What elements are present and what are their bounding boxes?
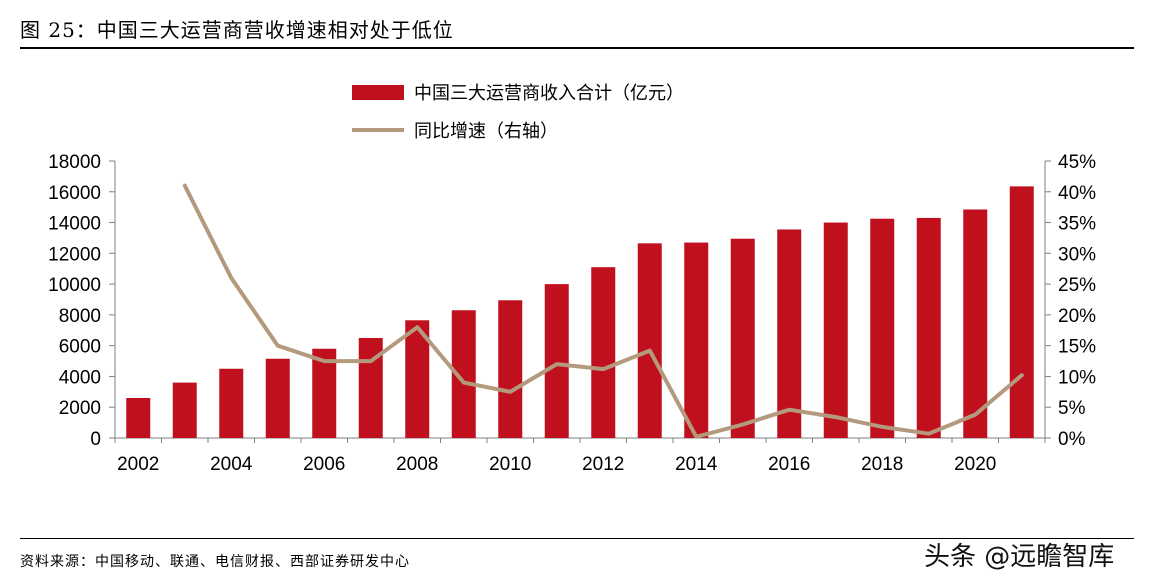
right-axis-tick-label: 40% bbox=[1058, 183, 1096, 204]
left-axis-tick-label: 8000 bbox=[59, 306, 101, 327]
x-axis-tick-label: 2010 bbox=[489, 454, 531, 475]
revenue-bar bbox=[963, 209, 988, 438]
revenue-bar bbox=[637, 243, 662, 438]
x-axis-tick-label: 2006 bbox=[303, 454, 345, 475]
watermark: 头条 @远瞻智库 bbox=[924, 542, 1115, 572]
right-axis-tick-label: 5% bbox=[1058, 398, 1086, 419]
chart-axes: 0 2000 4000 6000 8000 10000 12000 14000 16000 180… bbox=[48, 152, 1096, 475]
right-axis-tick-label: 45% bbox=[1058, 152, 1096, 173]
x-axis-tick-label: 2018 bbox=[861, 454, 903, 475]
right-axis-tick-label: 20% bbox=[1058, 306, 1096, 327]
left-axis-tick-label: 10000 bbox=[48, 275, 101, 296]
figure-title: 图 25：中国三大运营商营收增速相对处于低位 bbox=[20, 18, 454, 42]
revenue-bar bbox=[823, 222, 848, 438]
revenue-bar bbox=[126, 397, 151, 438]
growth-line bbox=[182, 183, 1024, 439]
revenue-bar bbox=[916, 217, 941, 438]
title-divider bbox=[20, 47, 1134, 49]
revenue-bar bbox=[312, 348, 337, 438]
x-axis-tick-label: 2020 bbox=[954, 454, 996, 475]
left-axis-tick-label: 0 bbox=[90, 429, 101, 450]
revenue-bar bbox=[544, 284, 569, 438]
revenue-bar bbox=[172, 382, 197, 438]
revenue-bars bbox=[126, 186, 1034, 438]
x-axis-tick-label: 2008 bbox=[396, 454, 438, 475]
left-axis-tick-label: 18000 bbox=[48, 152, 101, 173]
revenue-bar bbox=[265, 358, 290, 438]
left-axis-tick-label: 4000 bbox=[59, 367, 101, 388]
legend-label-revenue: 中国三大运营商收入合计（亿元） bbox=[414, 83, 684, 104]
source-divider bbox=[20, 538, 1134, 539]
left-axis-tick-label: 16000 bbox=[48, 183, 101, 204]
right-axis-tick-label: 30% bbox=[1058, 244, 1096, 265]
x-axis-tick-label: 2004 bbox=[210, 454, 253, 475]
legend-swatch-revenue bbox=[352, 85, 404, 100]
revenue-bar bbox=[870, 218, 895, 438]
revenue-bar bbox=[777, 229, 802, 438]
right-axis-tick-label: 0% bbox=[1058, 429, 1086, 450]
revenue-bar bbox=[219, 368, 244, 438]
left-axis-tick-label: 14000 bbox=[48, 214, 101, 235]
x-axis-tick-label: 2016 bbox=[768, 454, 810, 475]
revenue-bar bbox=[591, 267, 616, 438]
right-axis-tick-label: 10% bbox=[1058, 367, 1096, 388]
x-axis-tick-label: 2002 bbox=[117, 454, 159, 475]
left-axis-tick-label: 2000 bbox=[59, 398, 101, 419]
source-note: 资料来源：中国移动、联通、电信财报、西部证券研发中心 bbox=[20, 554, 410, 570]
revenue-bar bbox=[684, 242, 709, 438]
right-axis-tick-label: 25% bbox=[1058, 275, 1096, 296]
revenue-bar bbox=[1009, 186, 1034, 438]
revenue-bar bbox=[498, 300, 523, 438]
x-axis-tick-label: 2014 bbox=[675, 454, 718, 475]
chart-legend: 中国三大运营商收入合计（亿元） 同比增速（右轴） bbox=[352, 83, 684, 142]
legend-label-growth: 同比增速（右轴） bbox=[414, 121, 558, 142]
left-axis-tick-label: 6000 bbox=[59, 337, 101, 358]
right-axis-tick-label: 35% bbox=[1058, 214, 1096, 235]
left-axis-tick-label: 12000 bbox=[48, 244, 101, 265]
x-axis-tick-label: 2012 bbox=[582, 454, 624, 475]
revenue-bar bbox=[405, 320, 430, 438]
right-axis-tick-label: 15% bbox=[1058, 337, 1096, 358]
revenue-bar bbox=[730, 238, 755, 438]
